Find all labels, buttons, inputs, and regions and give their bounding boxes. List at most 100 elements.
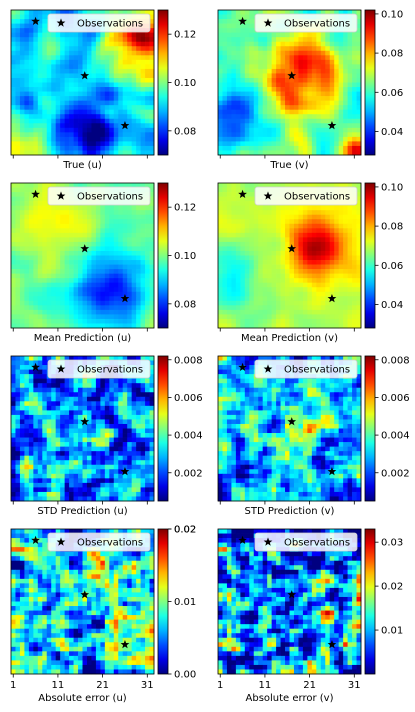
heatmap-cell [33,46,39,52]
heatmap-cell [329,223,335,229]
heatmap-cell [104,356,110,361]
heatmap-cell [218,273,223,279]
heatmap-cell [113,260,119,265]
heatmap-cell [140,100,146,106]
heatmap-cell [352,37,357,43]
heatmap-cell [271,127,277,133]
heatmap-cell [334,255,340,261]
heatmap-cell [218,114,223,120]
heatmap-cell [60,228,65,234]
heatmap-cell [347,237,353,243]
heatmap-cell [64,464,70,470]
heatmap-cell [42,260,48,265]
heatmap-cell [15,442,21,447]
heatmap-cell [60,296,65,302]
x-axis-label: Mean Prediction (u) [34,333,132,344]
heatmap-cell [249,250,255,256]
heatmap-cell [320,300,326,306]
heatmap-cell [19,369,25,375]
heatmap-cell [235,46,241,52]
heatmap-cell [91,273,97,279]
heatmap-cell [136,442,141,447]
heatmap-cell [127,46,133,52]
heatmap-cell [334,296,340,302]
heatmap-cell [51,228,57,234]
heatmap-cell [356,109,362,115]
heatmap-cell [325,314,331,320]
heatmap-cell [267,287,272,293]
heatmap-cell [86,282,92,288]
heatmap-cell [46,64,52,70]
heatmap-cell [24,273,30,279]
heatmap-cell [46,132,52,138]
heatmap-cell [226,300,232,306]
heatmap-cell [231,323,237,329]
heatmap-cell [104,41,110,47]
heatmap-cell [231,19,237,24]
heatmap-cell [91,136,97,142]
heatmap-cell [33,282,39,288]
heatmap-cell [131,451,137,457]
heatmap-cell [302,269,308,274]
heatmap-cell [302,109,308,115]
heatmap-cell [51,183,57,188]
heatmap-cell [302,96,308,101]
heatmap-cell [104,428,110,434]
heatmap-cell [347,309,353,315]
heatmap-cell [244,282,250,288]
heatmap-cell [218,123,223,129]
heatmap-cell [334,37,340,43]
heatmap-cell [285,32,290,38]
heatmap-cell [338,246,344,252]
heatmap-cell [24,187,30,193]
heatmap-cell [235,314,241,320]
heatmap-cell [42,451,48,457]
heatmap-cell [136,401,141,407]
heatmap-cell [356,59,362,65]
heatmap-cell [325,10,331,15]
heatmap-cell [91,82,97,88]
heatmap-cell [100,46,106,52]
heatmap-cell [356,118,362,124]
heatmap-cell [131,64,137,70]
heatmap-cell [311,82,317,88]
heatmap-cell [37,392,43,398]
heatmap-cell [285,269,290,274]
heatmap-cell [19,214,25,220]
heatmap-cell [334,77,340,83]
heatmap-cell [149,428,155,434]
heatmap-cell [86,305,92,311]
heatmap-cell [51,150,57,156]
heatmap-cell [11,437,16,443]
heatmap-cell [60,10,65,15]
heatmap-cell [356,273,362,279]
heatmap-cell [104,405,110,411]
heatmap-cell [334,100,340,106]
heatmap-cell [136,100,141,106]
heatmap-cell [118,205,124,211]
heatmap-cell [289,282,295,288]
heatmap-cell [131,127,137,133]
heatmap-cell [149,196,155,202]
heatmap-cell [311,64,317,70]
heatmap-cell [347,210,353,216]
heatmap-cell [343,118,348,124]
heatmap-cell [356,192,362,197]
heatmap-cell [33,305,39,311]
heatmap-cell [231,64,237,70]
heatmap-cell [131,305,137,311]
heatmap-cell [235,192,241,197]
heatmap-cell [33,205,39,211]
heatmap-cell [218,205,223,211]
heatmap-cell [95,68,101,74]
heatmap-cell [343,59,348,65]
heatmap-cell [127,300,133,306]
heatmap-cell [253,183,259,188]
heatmap-cell [33,369,39,375]
heatmap-cell [113,68,119,74]
heatmap-cell [109,323,115,329]
heatmap-cell [73,419,79,425]
heatmap-cell [145,228,150,234]
heatmap-cell [46,91,52,97]
legend-star-icon [263,18,273,27]
